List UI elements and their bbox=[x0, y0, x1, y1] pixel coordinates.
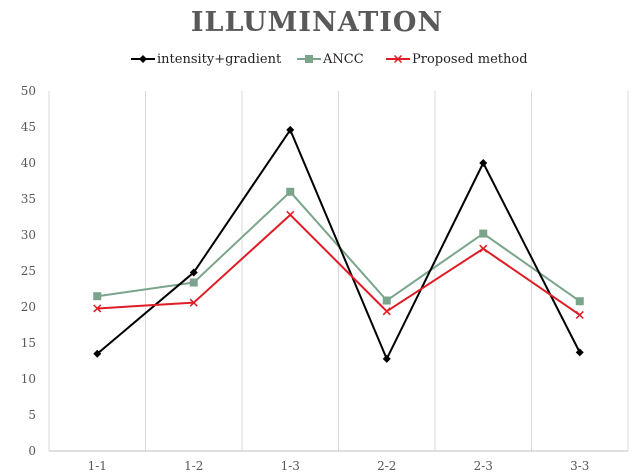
x-tick-label: 1-2 bbox=[184, 459, 203, 473]
legend-label: Proposed method bbox=[412, 52, 528, 67]
legend-label: intensity+gradient bbox=[157, 52, 282, 67]
data-point bbox=[575, 310, 584, 319]
data-point bbox=[286, 125, 295, 134]
x-tick-label: 2-2 bbox=[377, 459, 396, 473]
x-tick-label: 1-3 bbox=[281, 459, 300, 473]
data-point bbox=[479, 244, 488, 253]
data-point bbox=[189, 278, 198, 287]
y-axis: 0 5 10 15 20 25 30 35 40 45 50 bbox=[21, 84, 36, 458]
y-tick-label: 20 bbox=[21, 300, 36, 314]
legend-item: intensity+gradient bbox=[131, 52, 282, 67]
legend-marker bbox=[305, 55, 313, 63]
series-line bbox=[97, 213, 581, 316]
series-group bbox=[93, 125, 584, 363]
x-tick-label: 3-3 bbox=[570, 459, 589, 473]
data-point bbox=[575, 348, 584, 357]
y-tick-label: 40 bbox=[21, 156, 36, 170]
y-tick-label: 15 bbox=[21, 336, 36, 350]
legend-item: ANCC bbox=[297, 52, 364, 67]
data-point bbox=[479, 159, 488, 167]
gridlines bbox=[48, 91, 629, 452]
data-point bbox=[575, 297, 584, 306]
series-line bbox=[96, 128, 581, 360]
data-point bbox=[93, 349, 102, 358]
legend-item: Proposed method bbox=[386, 52, 528, 67]
x-axis: 1-1 1-2 1-3 2-2 2-3 3-3 bbox=[88, 459, 590, 473]
y-tick-label: 30 bbox=[21, 228, 36, 242]
y-tick-label: 25 bbox=[21, 264, 36, 278]
y-tick-label: 0 bbox=[28, 444, 36, 458]
series-proposed-method bbox=[93, 210, 584, 319]
data-point bbox=[93, 292, 102, 301]
series-intensity-gradient bbox=[93, 125, 584, 363]
legend-marker bbox=[139, 55, 147, 63]
data-point bbox=[286, 210, 295, 219]
legend-label: ANCC bbox=[322, 52, 364, 67]
y-tick-label: 45 bbox=[21, 120, 36, 134]
y-tick-label: 10 bbox=[21, 372, 36, 386]
y-tick-label: 35 bbox=[21, 192, 36, 206]
data-point bbox=[93, 304, 102, 313]
data-point bbox=[382, 354, 391, 363]
data-point bbox=[189, 298, 198, 307]
y-tick-label: 50 bbox=[21, 84, 36, 98]
x-tick-label: 2-3 bbox=[474, 459, 493, 473]
x-tick-label: 1-1 bbox=[88, 459, 107, 473]
y-tick-label: 5 bbox=[28, 408, 36, 422]
legend-marker bbox=[393, 54, 403, 64]
data-point bbox=[286, 187, 295, 196]
data-point bbox=[189, 268, 198, 277]
legend: intensity+gradient ANCC Proposed method bbox=[131, 52, 528, 67]
data-point bbox=[382, 307, 391, 316]
chart-title: ILLUMINATION bbox=[191, 7, 443, 38]
data-point bbox=[382, 296, 391, 305]
data-point bbox=[479, 229, 488, 238]
